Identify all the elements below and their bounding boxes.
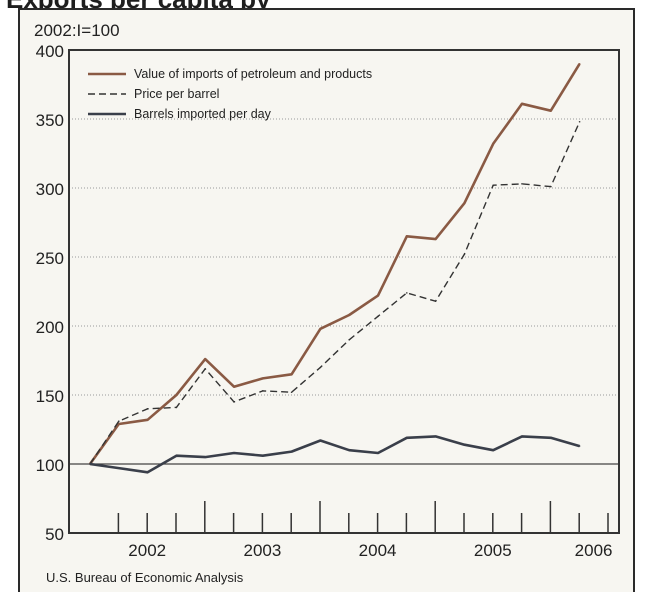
series-1-point xyxy=(146,419,149,421)
y-tick-label: 400 xyxy=(36,42,64,61)
chart-panel: 2002:I=100 50 100 150 200 250 300 350 400 2002 2… xyxy=(18,8,635,592)
chart-title-fragment: Exports per capita by xyxy=(0,0,655,8)
x-tick-label: 2004 xyxy=(359,541,397,560)
series-line-1 xyxy=(88,63,581,465)
y-tick-label: 350 xyxy=(36,111,64,130)
series-3-point xyxy=(175,454,178,457)
series-2-point xyxy=(434,300,437,302)
legend-label: Barrels imported per day xyxy=(134,107,272,121)
series-line-2 xyxy=(89,121,581,465)
series-2-point xyxy=(319,366,322,369)
series-2-point xyxy=(118,420,120,423)
series-2-point xyxy=(406,292,408,294)
y-unit-label: 2002:I=100 xyxy=(34,21,120,40)
y-tick-label: 200 xyxy=(36,318,64,337)
x-tick-label: 2005 xyxy=(474,541,512,560)
series-1-point xyxy=(118,423,120,425)
series-2-point xyxy=(348,339,351,341)
series-1-point xyxy=(377,294,379,297)
series-line-3 xyxy=(89,435,580,474)
series-3-point xyxy=(233,452,235,454)
legend-label: Price per barrel xyxy=(134,87,219,101)
series-3-point xyxy=(319,439,322,442)
series-2-point xyxy=(175,406,178,409)
legend-label: Value of imports of petroleum and produc… xyxy=(134,67,372,81)
y-tick-label: 250 xyxy=(36,249,64,268)
series-2-point xyxy=(377,315,379,318)
series-2-point xyxy=(233,401,235,403)
series-2-point xyxy=(290,391,293,394)
x-tick-label: 2003 xyxy=(243,541,281,560)
series-1-point xyxy=(319,327,322,330)
series-1-point xyxy=(492,143,495,145)
series-2-point xyxy=(204,367,206,370)
series-3-point xyxy=(492,449,495,452)
series-3-point xyxy=(434,435,437,438)
series-1-point xyxy=(434,238,437,240)
series-1-point xyxy=(521,103,523,105)
series-3-point xyxy=(89,463,91,465)
series-3-point xyxy=(521,435,523,438)
series-1-point xyxy=(290,373,293,376)
series-3-point xyxy=(118,467,120,469)
series-1-point xyxy=(262,377,264,380)
series-2-point xyxy=(262,390,264,392)
y-tick-label: 50 xyxy=(45,525,64,544)
legend: Value of imports of petroleum and produc… xyxy=(88,67,372,121)
series-2-point xyxy=(521,183,523,185)
series-3-point xyxy=(204,456,206,458)
x-tick-label: 2002 xyxy=(128,541,166,560)
y-tick-label: 300 xyxy=(36,180,64,199)
grid-lines xyxy=(69,118,619,465)
series-2-point xyxy=(463,253,466,256)
x-tick-labels: 2002 2003 2004 2005 2006 xyxy=(128,541,612,560)
series-3-point xyxy=(290,450,293,453)
y-tick-label: 150 xyxy=(36,387,64,406)
series-3-point xyxy=(463,443,466,446)
series-3-point xyxy=(550,436,552,439)
series-1-point xyxy=(348,314,351,316)
series-2-point xyxy=(578,120,581,123)
series-3-point xyxy=(578,445,581,447)
series-1-point xyxy=(550,109,552,112)
y-tick-label: 100 xyxy=(36,456,64,475)
series-1-point xyxy=(175,394,178,396)
series-3-point xyxy=(348,449,351,452)
series-3-point xyxy=(262,454,264,457)
data-series xyxy=(88,63,581,474)
x-axis-ticks xyxy=(117,501,609,533)
x-tick-label: 2006 xyxy=(575,541,613,560)
series-1-point xyxy=(233,385,235,388)
series-1-point xyxy=(463,202,466,204)
series-2-point xyxy=(492,184,495,187)
series-1-point xyxy=(204,358,206,360)
y-tick-labels: 50 100 150 200 250 300 350 400 xyxy=(36,42,64,544)
series-1-point xyxy=(578,63,581,65)
plot-frame xyxy=(68,49,620,534)
source-note: U.S. Bureau of Economic Analysis xyxy=(46,570,244,585)
series-3-point xyxy=(377,452,379,454)
series-2-point xyxy=(146,408,149,410)
series-1-point xyxy=(406,235,408,238)
series-3-point xyxy=(406,436,408,439)
series-3-point xyxy=(146,471,149,474)
series-2-point xyxy=(550,185,552,188)
